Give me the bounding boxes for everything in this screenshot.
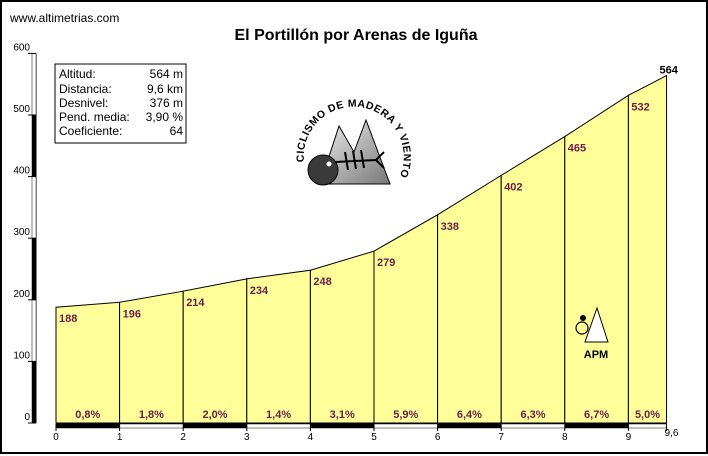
- x-tick-label: 0: [53, 432, 59, 443]
- info-box: Altitud: 564 m Distancia: 9,6 km Desnive…: [54, 63, 187, 144]
- y-tick-label: 600: [13, 42, 30, 53]
- info-label-altitud: Altitud:: [59, 67, 96, 81]
- y-scale-block: [31, 361, 37, 424]
- gradient-label: 6,4%: [457, 409, 482, 421]
- info-value-altitud: 564 m: [150, 67, 183, 81]
- cycling-club-logo: CICLISMO DE MADERA Y VIENTO: [295, 98, 412, 186]
- profile-segment: [500, 135, 566, 424]
- y-tick-label: 0: [24, 412, 30, 423]
- gradient-label: 1,4%: [266, 409, 291, 421]
- elevation-label: 402: [504, 181, 522, 193]
- y-scale-block: [31, 176, 37, 239]
- x-scale-block: [500, 423, 566, 429]
- fish-bone-icon: [334, 149, 385, 171]
- elevation-label: 532: [631, 101, 649, 113]
- elevation-label: 214: [186, 297, 205, 309]
- x-scale-block: [119, 423, 184, 429]
- x-end-label: 9,6: [665, 428, 679, 439]
- data-labels: 188 196 214 234 248 279 338 402 465 532 564 0,8% 1,8…: [59, 65, 679, 421]
- x-tick-label: 4: [308, 432, 314, 443]
- info-label-pend-media: Pend. media:: [59, 110, 130, 124]
- x-scale-block: [55, 423, 120, 429]
- y-scale-block: [31, 53, 37, 116]
- x-tick-label: 3: [244, 432, 250, 443]
- elevation-label: 196: [123, 308, 141, 320]
- fish-head-icon: [307, 154, 339, 186]
- elevation-label: 248: [313, 276, 331, 288]
- gradient-label: 6,7%: [584, 409, 609, 421]
- gradient-label: 6,3%: [520, 409, 545, 421]
- x-tick-label: 1: [117, 432, 123, 443]
- profile-segment: [437, 174, 502, 424]
- gradient-label: 5,9%: [393, 409, 418, 421]
- y-tick-label: 100: [13, 350, 30, 361]
- x-tick-label: 6: [435, 432, 441, 443]
- gradient-label: 5,0%: [635, 409, 660, 421]
- elevation-label: 234: [250, 285, 269, 297]
- chart-title: El Portillón por Arenas de Iguña: [235, 27, 478, 44]
- x-scale-block: [373, 423, 438, 429]
- info-value-pend-media: 3,90 %: [146, 110, 184, 124]
- y-axis: 0 100 200 300 400 500 600: [13, 42, 37, 424]
- y-scale-block: [31, 237, 37, 301]
- x-scale-block: [182, 423, 248, 429]
- info-label-distancia: Distancia:: [59, 82, 112, 96]
- x-tick-label: 7: [498, 432, 504, 443]
- profile-segment: [627, 74, 668, 424]
- y-tick-label: 500: [13, 104, 30, 115]
- x-tick-label: 9: [626, 432, 632, 443]
- info-value-desnivel: 376 m: [150, 96, 183, 110]
- apm-label: APM: [584, 349, 608, 361]
- gradient-label: 3,1%: [330, 409, 355, 421]
- elevation-label-final: 564: [660, 65, 679, 77]
- info-value-distancia: 9,6 km: [147, 82, 183, 96]
- elevation-label: 279: [377, 257, 395, 269]
- gradient-label: 2,0%: [202, 409, 227, 421]
- y-scale-block: [31, 114, 37, 177]
- info-value-coeficiente: 64: [170, 124, 184, 138]
- x-scale-block: [628, 423, 667, 429]
- apm-marker: APM: [575, 306, 609, 361]
- x-scale-block: [310, 423, 375, 429]
- gradient-label: 0,8%: [75, 409, 100, 421]
- apm-mountain-icon: [584, 306, 609, 343]
- y-scale-block: [31, 299, 37, 362]
- profile-segment: [373, 213, 439, 424]
- gradient-label: 1,8%: [139, 409, 164, 421]
- elevation-label: 465: [568, 143, 586, 155]
- apm-wheel-icon: [575, 321, 589, 335]
- info-label-coeficiente: Coeficiente:: [59, 124, 122, 138]
- elevation-label: 338: [441, 221, 459, 233]
- y-tick-label: 400: [13, 166, 30, 177]
- x-scale-block: [564, 423, 629, 429]
- x-tick-label: 2: [180, 432, 186, 443]
- profile-area: [55, 74, 668, 424]
- site-url: www.altimetrias.com: [9, 11, 119, 25]
- y-tick-label: 200: [13, 289, 30, 300]
- y-tick-label: 300: [13, 227, 30, 238]
- elevation-label: 188: [59, 313, 77, 325]
- x-scale-block: [437, 423, 502, 429]
- x-tick-label: 5: [371, 432, 377, 443]
- x-scale-block: [246, 423, 311, 429]
- x-tick-label: 8: [562, 432, 568, 443]
- info-label-desnivel: Desnivel:: [59, 96, 108, 110]
- x-axis: 0 1 2 3 4 5 6 7 8 9 9,6: [53, 423, 679, 443]
